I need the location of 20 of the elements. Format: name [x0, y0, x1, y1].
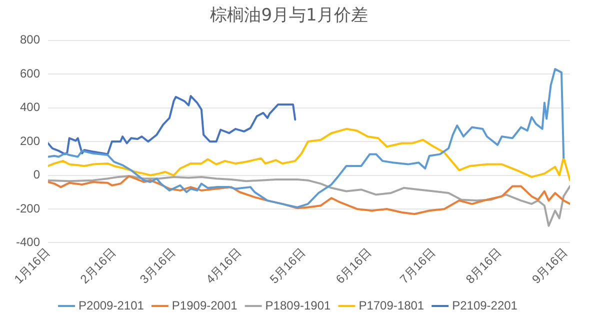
- x-tick-label: 6月16日: [333, 245, 374, 286]
- legend-label: P1809-1901: [265, 298, 332, 312]
- x-tick-label: 8月16日: [463, 245, 504, 286]
- legend-label: P1709-1801: [358, 298, 424, 312]
- x-tick-label: 7月16日: [397, 245, 438, 286]
- legend-label: P1909-2001: [172, 298, 238, 312]
- x-tick-label: 2月16日: [77, 245, 119, 286]
- y-tick-label: 200: [20, 134, 40, 148]
- y-tick-label: 600: [20, 66, 40, 80]
- y-tick-label: 800: [20, 32, 40, 47]
- legend-label: P2109-2201: [452, 298, 518, 312]
- chart-title: 棕榈油9月与1月价差: [210, 6, 368, 26]
- y-tick-label: -200: [16, 201, 40, 216]
- legend-label: P2009-2101: [78, 298, 144, 312]
- x-tick-label: 4月16日: [203, 245, 244, 286]
- x-tick-label: 3月16日: [137, 245, 178, 286]
- x-tick-label: 5月16日: [267, 245, 308, 286]
- x-tick-label: 9月16日: [529, 245, 570, 286]
- y-tick-label: 400: [20, 100, 40, 114]
- y-tick-label: 0: [33, 168, 40, 182]
